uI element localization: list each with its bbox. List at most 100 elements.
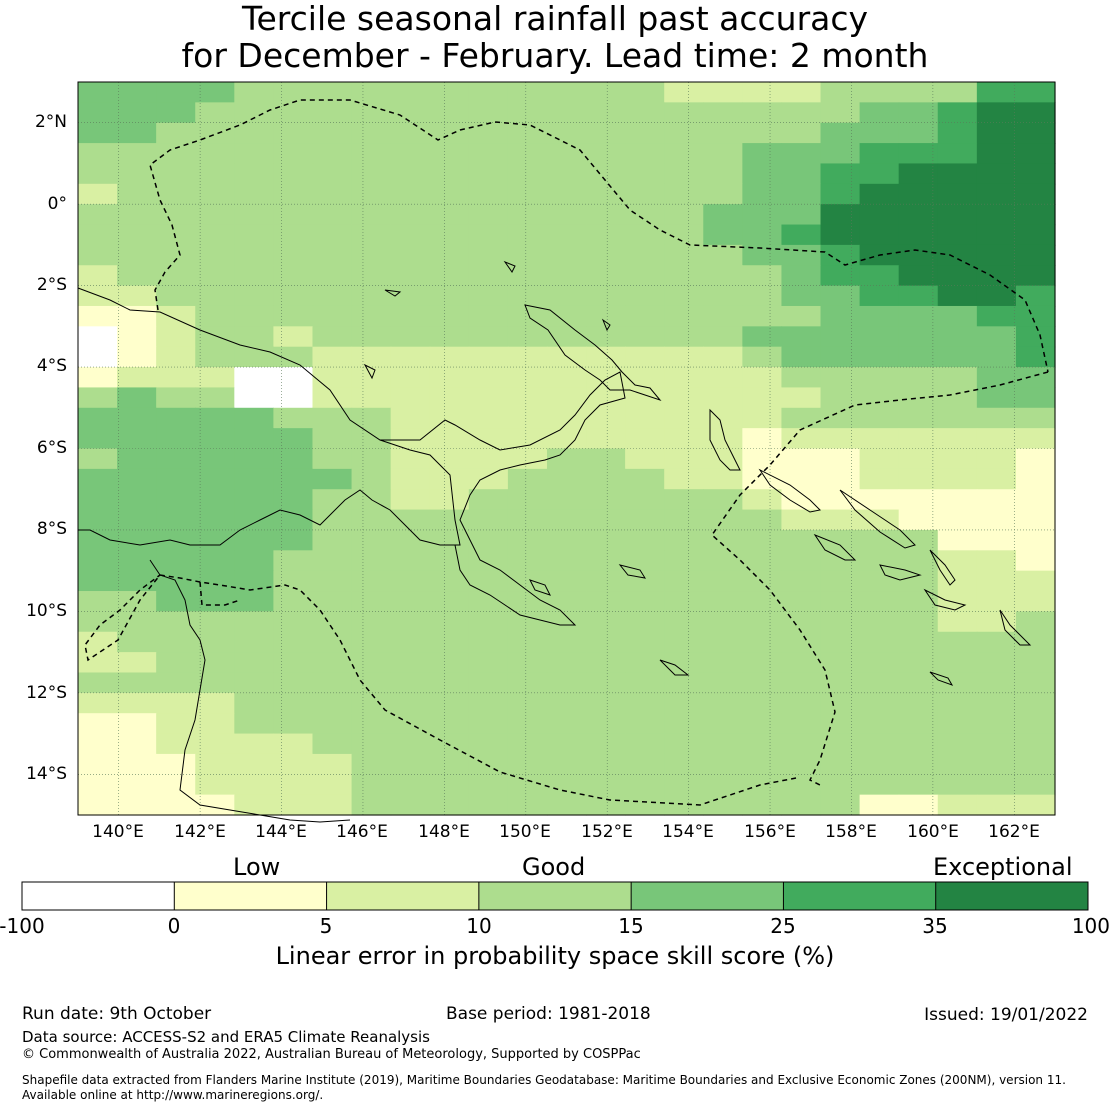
- skill-cell: [1015, 305, 1056, 327]
- colorbar-swatch: [174, 882, 328, 910]
- skill-cell: [195, 489, 235, 511]
- skill-cell: [468, 692, 509, 714]
- skill-cell: [390, 102, 431, 124]
- skill-cell: [859, 82, 900, 103]
- skill-cell: [742, 407, 783, 429]
- skill-cell: [78, 204, 118, 226]
- skill-cell: [390, 794, 431, 816]
- skill-cell: [390, 183, 431, 205]
- skill-cell: [703, 102, 743, 124]
- skill-cell: [429, 428, 470, 450]
- skill-cell: [351, 652, 392, 674]
- skill-cell: [507, 774, 548, 796]
- skill-cell: [586, 713, 626, 735]
- skill-cell: [781, 591, 822, 612]
- skill-cell: [507, 652, 548, 674]
- skill-cell: [273, 631, 314, 653]
- lon-label-152e: 152°E: [581, 822, 633, 842]
- skill-cell: [78, 244, 118, 266]
- skill-cell: [1015, 611, 1056, 633]
- coastline-new-britain: [524, 304, 662, 402]
- skill-cell: [507, 611, 548, 633]
- skill-cell: [1015, 591, 1056, 612]
- skill-cell: [898, 448, 939, 470]
- skill-cell: [195, 326, 235, 348]
- skill-cell: [273, 753, 314, 775]
- skill-cell: [234, 774, 274, 796]
- skill-cell: [859, 224, 900, 246]
- skill-cell: [1015, 346, 1056, 368]
- skill-cell: [664, 102, 704, 124]
- skill-cell: [312, 326, 353, 348]
- skill-cell: [390, 672, 431, 694]
- skill-cell: [1015, 753, 1056, 775]
- skill-cell: [390, 692, 431, 714]
- skill-cell: [273, 529, 314, 551]
- skill-cell: [390, 733, 431, 755]
- skill-cell: [156, 591, 196, 612]
- skill-cell: [1015, 143, 1056, 165]
- skill-cell: [937, 367, 978, 389]
- skill-cell: [976, 529, 1017, 551]
- lat-label-2n: 2°N: [34, 112, 67, 132]
- skill-cell: [625, 387, 665, 409]
- skill-cell: [312, 692, 353, 714]
- skill-cell: [898, 346, 939, 368]
- skill-cell: [937, 326, 978, 348]
- skill-cell: [820, 387, 861, 409]
- skill-cell: [625, 122, 665, 144]
- skill-cell: [1015, 713, 1056, 735]
- skill-cell: [976, 509, 1017, 531]
- skill-cell: [156, 753, 196, 775]
- skill-cell: [859, 753, 900, 775]
- skill-cell: [976, 285, 1017, 307]
- skill-cell: [468, 367, 509, 389]
- skill-cell: [781, 244, 822, 266]
- skill-cell: [976, 448, 1017, 470]
- coastline-png-east: [380, 371, 626, 626]
- skill-cell: [703, 774, 743, 796]
- skill-cell: [937, 672, 978, 694]
- skill-cell: [351, 204, 392, 226]
- skill-cell: [312, 570, 353, 592]
- skill-cell: [937, 468, 978, 490]
- skill-cell: [312, 591, 353, 612]
- skill-cell: [898, 265, 939, 287]
- skill-cell: [312, 652, 353, 674]
- skill-cell: [859, 570, 900, 592]
- skill-cell: [390, 611, 431, 633]
- skill-cell: [507, 346, 548, 368]
- skill-cell: [546, 367, 587, 389]
- skill-cell: [117, 305, 157, 327]
- skill-cell: [898, 529, 939, 551]
- eez-torres: [199, 581, 241, 606]
- skill-cell: [820, 265, 861, 287]
- skill-cell: [195, 733, 235, 755]
- skill-cell: [937, 794, 978, 816]
- skill-cell: [937, 713, 978, 735]
- skill-cell: [390, 529, 431, 551]
- skill-cell: [742, 652, 783, 674]
- skill-cell: [1015, 529, 1056, 551]
- skill-cell: [546, 183, 587, 205]
- skill-cell: [937, 591, 978, 612]
- skill-cell: [507, 753, 548, 775]
- skill-cell: [625, 794, 665, 816]
- skill-cell: [117, 692, 157, 714]
- skill-cell: [390, 224, 431, 246]
- skill-cell: [898, 733, 939, 755]
- skill-cell: [156, 367, 196, 389]
- skill-cell: [859, 489, 900, 511]
- skill-cell: [429, 631, 470, 653]
- skill-cell: [1015, 672, 1056, 694]
- skill-cell: [234, 102, 274, 124]
- coastline-malaita: [929, 549, 956, 586]
- skill-cell: [156, 305, 196, 327]
- skill-cell: [195, 550, 235, 572]
- skill-cell: [390, 509, 431, 531]
- skill-cell: [937, 652, 978, 674]
- skill-cell: [117, 102, 157, 124]
- skill-cell: [976, 224, 1017, 246]
- colorbar-swatch: [326, 882, 480, 910]
- skill-cell: [234, 285, 274, 307]
